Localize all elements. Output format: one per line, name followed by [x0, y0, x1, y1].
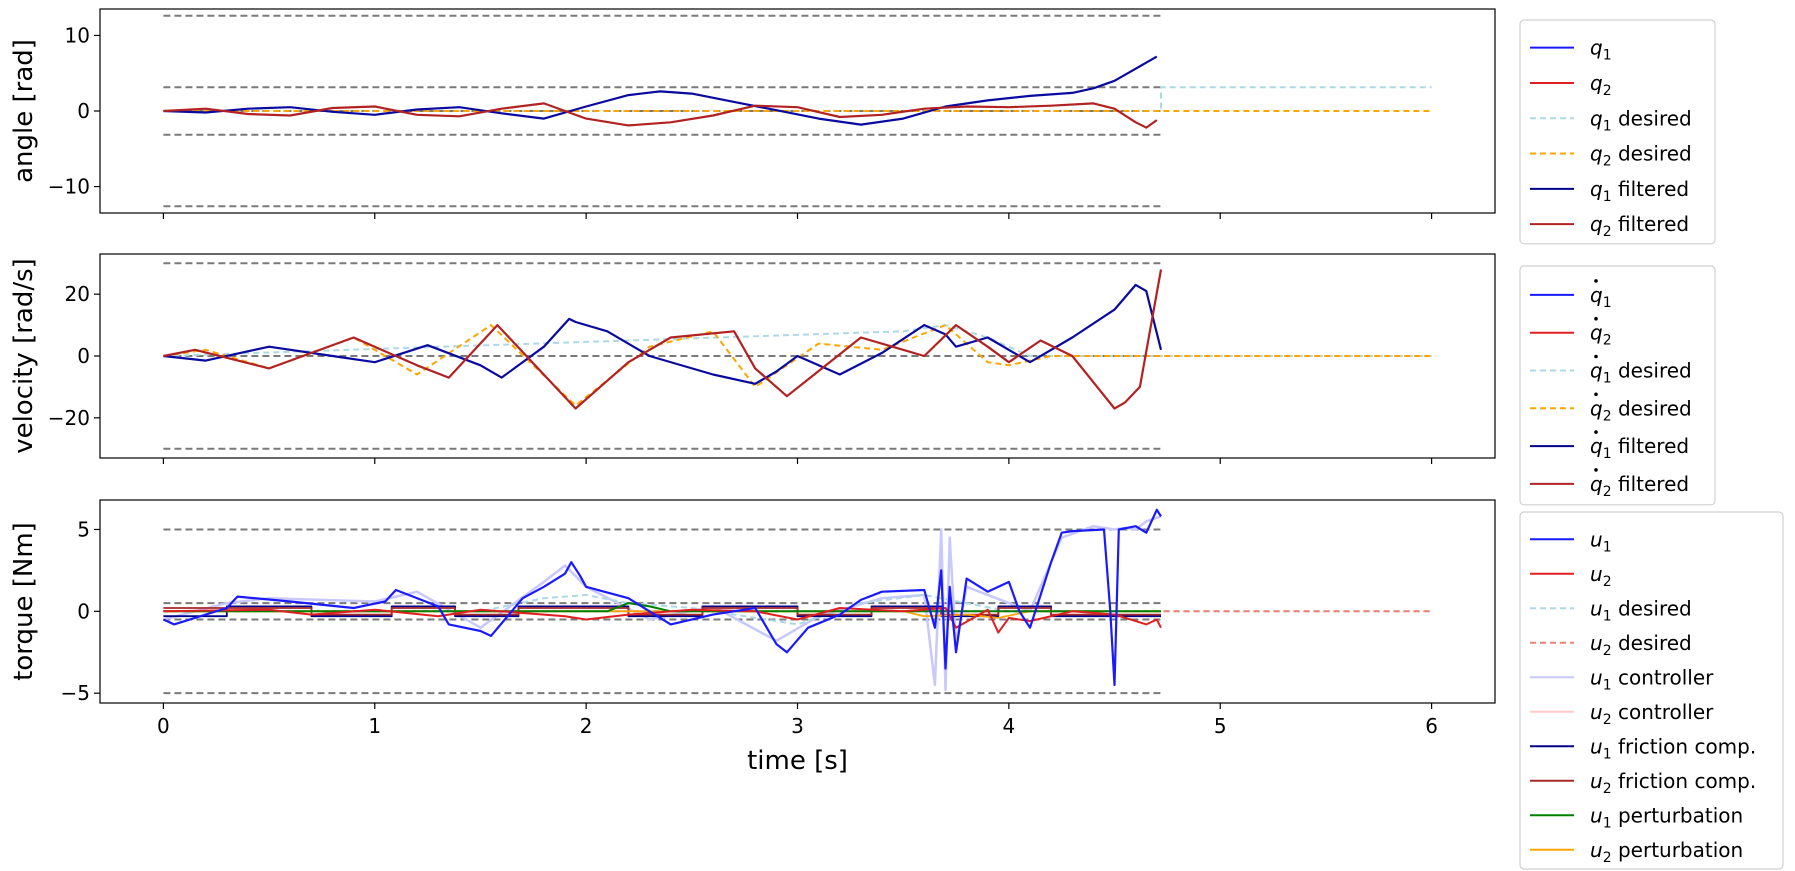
legend-entry: q2 desired	[1590, 396, 1692, 424]
x-tick-label: 3	[791, 714, 804, 738]
legend-entry: q1	[1590, 283, 1612, 311]
x-tick-label: 2	[580, 714, 593, 738]
y-axis-label: velocity [rad/s]	[9, 258, 39, 454]
angle-panel: −10 0 10 angle [rad]	[9, 8, 1496, 219]
legend-entry: u2 perturbation	[1590, 838, 1743, 866]
velocity-panel: −20 0 20 velocity [rad/s]	[9, 253, 1496, 464]
legend-entry: q2	[1590, 71, 1612, 99]
derivative-dot	[1594, 392, 1598, 397]
legend-entry: q2 filtered	[1590, 212, 1689, 240]
legend-entry: q1	[1590, 36, 1612, 64]
legend-entry: q2	[1590, 321, 1612, 349]
x-tick-label: 6	[1425, 714, 1438, 738]
torque-panel: 0 1 2 3 4 5 6 −5 0 5 torque [Nm] time [s]	[9, 499, 1496, 776]
legend-box	[1519, 511, 1784, 870]
series-line	[163, 102, 1158, 129]
legend-entry: q2 filtered	[1590, 472, 1689, 500]
legend-entry: u2 controller	[1590, 700, 1714, 728]
derivative-dot	[1594, 468, 1598, 472]
legend-entry: u1 desired	[1590, 596, 1692, 624]
x-axis-label: time [s]	[747, 746, 848, 776]
legend-box	[1519, 19, 1716, 245]
legend-entry: u1 perturbation	[1590, 803, 1743, 831]
derivative-dot	[1594, 354, 1598, 359]
y-tick-label: 10	[65, 23, 90, 47]
legend-box	[1519, 265, 1716, 506]
x-tick-label: 1	[368, 714, 381, 738]
legend-entry: u1	[1590, 527, 1612, 555]
y-tick-label: 0	[77, 599, 90, 623]
series-line	[163, 607, 1162, 634]
x-tick-label: 5	[1214, 714, 1227, 738]
angle-legend: q1 q2 q1 desired q2 desired q1 filtered q2 fi…	[1519, 19, 1716, 245]
y-tick-label: −20	[48, 406, 90, 430]
x-tick-label: 4	[1002, 714, 1015, 738]
y-tick-label: −10	[48, 175, 90, 199]
legend-entry: q1 filtered	[1590, 177, 1689, 205]
derivative-dot	[1594, 279, 1598, 283]
series-line	[163, 515, 1162, 692]
y-axis-label: angle [rad]	[9, 39, 39, 183]
y-axis-label: torque [Nm]	[9, 522, 39, 681]
x-tick-label: 0	[157, 714, 170, 738]
legend-entry: u2	[1590, 562, 1612, 590]
torque-legend: u1 u2 u1 desired u2 desired u1 controller u2 …	[1519, 511, 1784, 870]
legend-entry: u2 friction comp.	[1590, 769, 1756, 797]
velocity-legend: q1 q2 q1 desired q2 desired q1 filtered q2 fi…	[1519, 265, 1716, 506]
y-tick-label: 0	[77, 344, 90, 368]
y-tick-label: 20	[65, 282, 90, 306]
series-line	[163, 283, 1163, 385]
legend-entry: u2 desired	[1590, 631, 1692, 659]
series-line	[163, 55, 1158, 126]
series-line	[163, 269, 1163, 410]
legend-entry: u1 controller	[1590, 665, 1714, 693]
series-line	[162, 508, 1162, 687]
series-line	[163, 324, 1432, 357]
derivative-dot	[1594, 316, 1598, 321]
y-tick-label: 5	[77, 517, 90, 541]
y-tick-label: 0	[77, 99, 90, 123]
derivative-dot	[1594, 430, 1598, 434]
legend-entry: q1 desired	[1590, 106, 1692, 134]
y-tick-label: −5	[61, 681, 90, 705]
legend-entry: u1 friction comp.	[1590, 734, 1756, 762]
legend-entry: q1 filtered	[1590, 434, 1689, 462]
legend-entry: q1 desired	[1590, 359, 1692, 387]
legend-entry: q2 desired	[1590, 142, 1692, 170]
